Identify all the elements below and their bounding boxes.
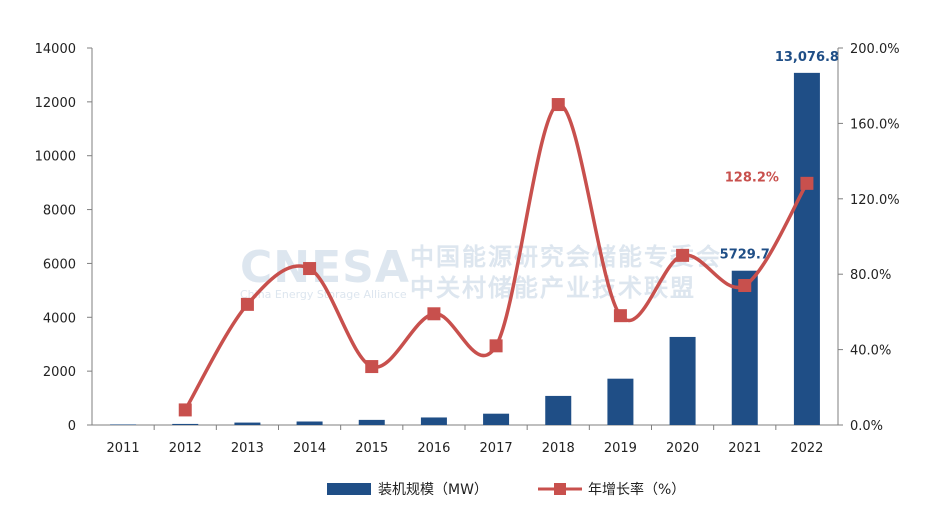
bar [358, 419, 385, 425]
line-marker [427, 307, 441, 321]
x-tick-label: 2022 [790, 441, 823, 456]
bar [420, 417, 447, 425]
legend-swatch-marker [554, 483, 566, 495]
line-marker [738, 279, 752, 293]
data-labels: 13,076.8 5729.7 128.2% [720, 50, 839, 263]
bar [607, 378, 634, 425]
bar [172, 423, 199, 425]
left-tick-label: 2000 [43, 365, 76, 380]
right-tick-label: 160.0% [850, 117, 900, 132]
bar [296, 421, 323, 425]
bar [793, 72, 820, 425]
x-tick-label: 2016 [417, 441, 450, 456]
right-tick-label: 80.0% [850, 268, 891, 283]
x-tick-label: 2018 [542, 441, 575, 456]
bar [483, 413, 510, 425]
left-tick-label: 10000 [35, 150, 76, 165]
legend: 装机规模（MW） 年增长率（%） [327, 481, 685, 498]
legend-label-line: 年增长率（%） [588, 481, 685, 498]
line-marker [178, 403, 192, 417]
x-tick-label: 2015 [355, 441, 388, 456]
bar [545, 395, 572, 425]
watermark-subtitle: China Energy Storage Alliance [240, 288, 407, 301]
left-tick-label: 14000 [35, 42, 76, 57]
x-tick-label: 2012 [169, 441, 202, 456]
line-marker [676, 248, 690, 262]
line-marker [240, 297, 254, 311]
bar [669, 336, 696, 425]
right-tick-label: 120.0% [850, 193, 900, 208]
line-marker [365, 360, 379, 374]
bar [234, 422, 261, 425]
legend-swatch-bar [327, 483, 371, 495]
line-marker [489, 339, 503, 353]
axes: 0 2000 4000 6000 8000 10000 12000 14000 0.0% 40.0… [35, 42, 900, 456]
watermark: CNESA China Energy Storage Alliance 中国能源… [240, 242, 722, 302]
x-tick-label: 2014 [293, 441, 326, 456]
line-marker [303, 262, 317, 276]
bar-series [110, 72, 820, 425]
watermark-line2: 中关村储能产业技术联盟 [410, 274, 696, 302]
right-tick-label: 40.0% [850, 344, 891, 359]
left-tick-label: 12000 [35, 96, 76, 111]
line-marker [551, 98, 565, 112]
legend-label-bar: 装机规模（MW） [378, 482, 488, 498]
right-tick-label: 0.0% [850, 419, 883, 434]
x-tick-label: 2019 [604, 441, 637, 456]
left-tick-label: 0 [68, 419, 76, 434]
watermark-line1: 中国能源研究会储能专委会 [410, 243, 722, 271]
left-tick-label: 6000 [43, 257, 76, 272]
x-tick-label: 2017 [480, 441, 513, 456]
line-marker [800, 176, 814, 190]
bar [731, 270, 758, 425]
line-series [178, 98, 814, 417]
left-tick-label: 8000 [43, 204, 76, 219]
data-label: 128.2% [725, 170, 779, 185]
x-tick-label: 2013 [231, 441, 264, 456]
left-tick-label: 4000 [43, 311, 76, 326]
data-label: 5729.7 [720, 248, 770, 263]
x-tick-label: 2020 [666, 441, 699, 456]
bar [110, 424, 137, 425]
right-tick-label: 200.0% [850, 42, 900, 57]
data-label: 13,076.8 [775, 50, 839, 65]
line-marker [613, 309, 627, 323]
x-tick-label: 2021 [728, 441, 761, 456]
x-tick-label: 2011 [107, 441, 140, 456]
